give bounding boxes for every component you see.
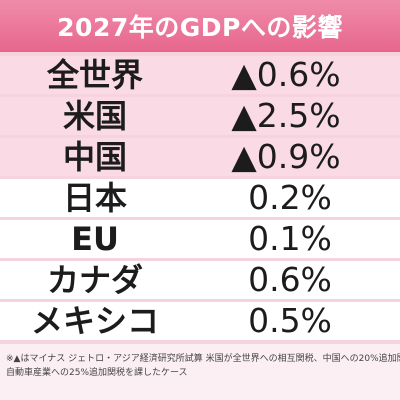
panel-title: 2027年のGDPへの影響 bbox=[0, 0, 400, 52]
impact-value: ▲2.5% bbox=[231, 96, 341, 135]
footnote-line: ※▲はマイナス ジェトロ・アジア経済研究所試算 米国が全世界への相互関税、中国へ… bbox=[6, 354, 400, 364]
region-label: EU bbox=[71, 220, 119, 258]
footnote-line: 自動車産業への25%追加関税を課したケース bbox=[6, 368, 188, 378]
region-label: 米国 bbox=[62, 97, 127, 135]
table-row: EU 0.1% bbox=[0, 220, 400, 258]
impact-table: 全世界 ▲0.6% 米国 ▲2.5% 中国 ▲0.9% 日本 0.2% EU 0… bbox=[0, 56, 400, 343]
impact-value: 0.5% bbox=[248, 301, 332, 340]
region-label: メキシコ bbox=[30, 302, 159, 340]
impact-value: 0.6% bbox=[248, 260, 332, 299]
footnote: ※▲はマイナス ジェトロ・アジア経済研究所試算 米国が全世界への相互関税、中国へ… bbox=[0, 344, 400, 400]
impact-value: 0.1% bbox=[248, 219, 332, 258]
table-row: カナダ 0.6% bbox=[0, 261, 400, 299]
impact-value: ▲0.6% bbox=[231, 55, 341, 94]
table-row: 全世界 ▲0.6% bbox=[0, 56, 400, 94]
table-row: 日本 0.2% bbox=[0, 179, 400, 217]
region-label: 日本 bbox=[62, 179, 127, 217]
impact-value: ▲0.9% bbox=[231, 137, 341, 176]
table-row: 米国 ▲2.5% bbox=[0, 97, 400, 135]
region-label: 中国 bbox=[62, 138, 127, 176]
region-label: 全世界 bbox=[46, 56, 143, 94]
table-row: 中国 ▲0.9% bbox=[0, 138, 400, 176]
region-label: カナダ bbox=[46, 261, 143, 299]
table-row: メキシコ 0.5% bbox=[0, 302, 400, 340]
impact-value: 0.2% bbox=[248, 178, 332, 217]
